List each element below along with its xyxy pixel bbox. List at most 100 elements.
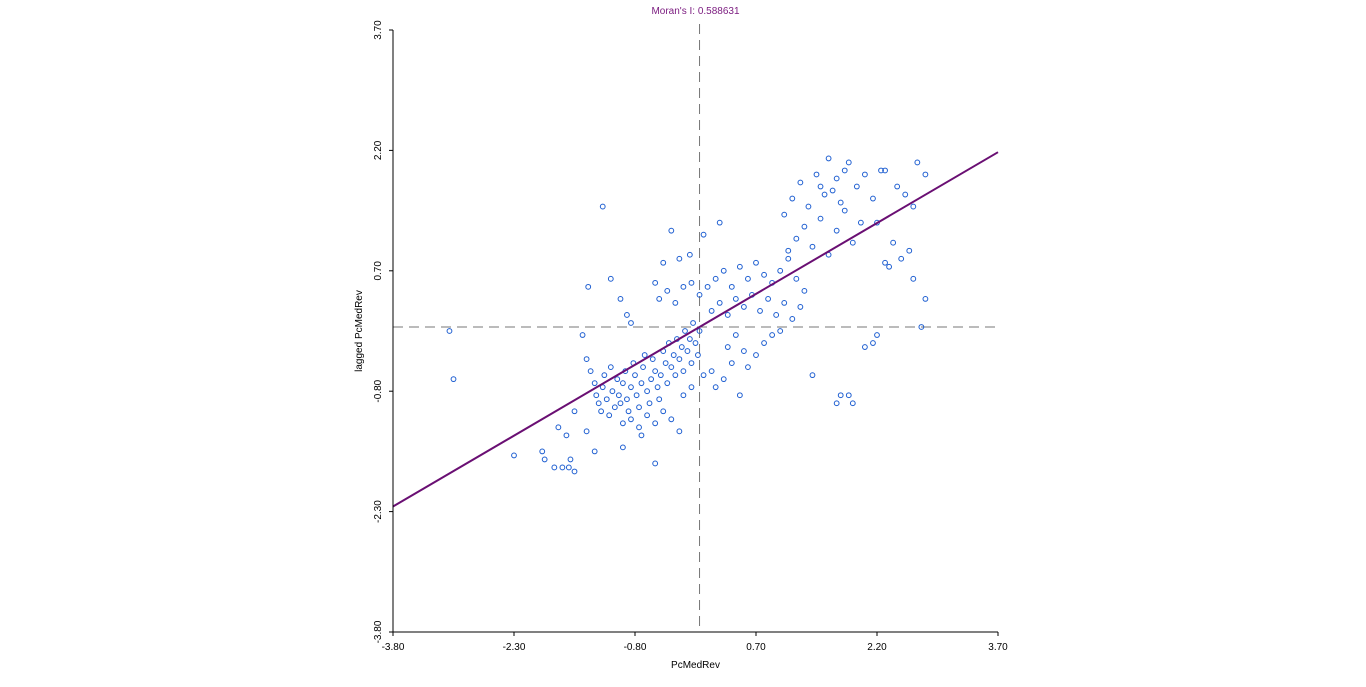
scatter-point [662, 360, 669, 367]
scatter-point [757, 308, 763, 314]
scatter-point [793, 235, 800, 242]
scatter-point [922, 171, 929, 178]
scatter-point [817, 183, 824, 190]
scatter-point [910, 275, 917, 282]
scatter-point [797, 179, 804, 186]
scatter-point [609, 388, 616, 395]
scatter-point [601, 372, 608, 379]
scatter-point [565, 464, 572, 471]
scatter-point [890, 239, 897, 246]
scatter-point [700, 231, 707, 238]
scatter-point [571, 408, 578, 415]
scatter-point [712, 275, 719, 282]
scatter-point [833, 175, 840, 182]
scatter-point [638, 432, 645, 439]
scatter-point [680, 368, 687, 375]
scatter-point [684, 348, 691, 354]
scatter-point [583, 356, 590, 362]
scatter-point [789, 316, 796, 322]
scatter-point [773, 312, 780, 318]
scatter-point [676, 428, 683, 435]
scatter-point [688, 360, 695, 367]
scatter-point [765, 295, 771, 302]
scatter-point [559, 464, 566, 471]
scatter-point [624, 312, 630, 318]
scatter-point [793, 275, 800, 282]
x-tick-label: -0.80 [624, 642, 647, 653]
scatter-point [910, 203, 917, 210]
scatter-point [870, 340, 876, 346]
scatter-point [785, 255, 792, 262]
scatter-point [615, 392, 622, 399]
scatter-point [676, 255, 683, 262]
scatter-point [625, 408, 632, 415]
scatter-point [579, 332, 586, 338]
scatter-point [555, 424, 562, 431]
scatter-point [777, 267, 784, 274]
scatter-point [607, 275, 614, 282]
scatter-point [640, 364, 646, 371]
scatter-point [732, 332, 739, 338]
scatter-point [672, 372, 679, 379]
scatter-point [567, 456, 574, 463]
scatter-point [585, 283, 592, 290]
scatter-point [638, 380, 645, 387]
scatter-point [777, 328, 784, 334]
scatter-point [781, 300, 788, 306]
scatter-point [914, 159, 921, 166]
scatter-point [829, 187, 836, 194]
scatter-point [656, 295, 663, 302]
scatter-point [539, 448, 546, 455]
scatter-point [902, 191, 909, 198]
scatter-point [688, 279, 695, 286]
scatter-point [736, 263, 743, 270]
scatter-point [781, 211, 788, 218]
scatter-point [724, 344, 731, 350]
scatter-point [652, 460, 659, 467]
scatter-point [446, 328, 453, 334]
scatter-point [591, 380, 598, 387]
scatter-point [918, 324, 925, 330]
x-tick-label: -3.80 [382, 642, 405, 653]
scatter-point [599, 203, 606, 210]
x-tick-label: 2.20 [867, 642, 887, 653]
regression-layer [392, 151, 999, 508]
scatter-point [551, 464, 558, 471]
scatter-point [845, 392, 852, 399]
scatter-point [686, 251, 693, 258]
scatter-point [785, 247, 792, 254]
scatter-point [886, 263, 892, 270]
scatter-point [668, 416, 675, 423]
scatter-point [587, 368, 594, 375]
scatter-point [833, 400, 840, 407]
scatter-point [676, 356, 683, 362]
y-tick-label: -2.30 [373, 500, 384, 523]
scatter-point [728, 283, 735, 290]
scatter-point [571, 468, 578, 475]
scatter-point [817, 215, 824, 222]
scatter-point [821, 191, 828, 198]
scatter-point [708, 368, 715, 375]
scatter-point [825, 155, 832, 162]
y-tick-label: 2.20 [373, 140, 384, 160]
scatter-point [837, 392, 844, 399]
scatter-point [664, 287, 671, 294]
scatter-point [761, 271, 767, 278]
scatter-point [450, 376, 457, 383]
scatter-point [678, 344, 685, 350]
scatter-point [628, 384, 634, 391]
scatter-point [833, 227, 840, 234]
scatter-point [801, 287, 808, 294]
scatter-point [607, 364, 614, 371]
scatter-point [595, 400, 602, 407]
scatter-point [649, 356, 656, 362]
x-tick-label: 3.70 [988, 642, 1008, 653]
scatter-point [801, 223, 808, 230]
scatter-point [732, 295, 739, 302]
scatter-point [862, 171, 868, 178]
scatter-point [672, 300, 679, 306]
scatter-point [813, 171, 820, 178]
scatter-point [648, 376, 655, 383]
scatter-point [857, 219, 864, 226]
